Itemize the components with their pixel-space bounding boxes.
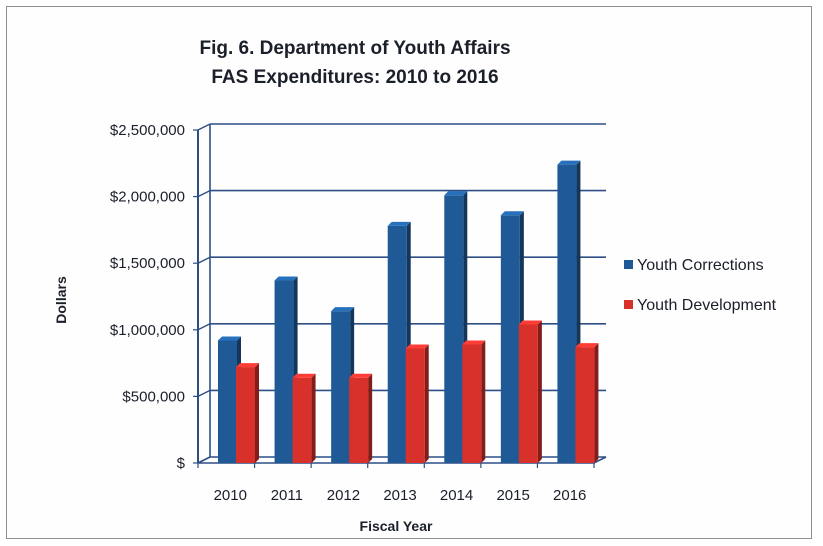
y-tick-label: $2,000,000 — [110, 189, 185, 206]
y-axis-label: Dollars — [53, 276, 69, 324]
chart-subtitle: FAS Expenditures: 2010 to 2016 — [211, 67, 499, 88]
y-tick-label: $500,000 — [122, 388, 185, 405]
y-tick-label: $1,500,000 — [110, 255, 185, 272]
legend-label: Youth Corrections — [637, 257, 764, 274]
bar-top — [349, 373, 373, 378]
bar-youth-development-2013 — [405, 344, 429, 463]
bar-front — [462, 344, 482, 463]
x-tick-label: 2014 — [440, 487, 473, 504]
chart-title-block: Fig. 6. Department of Youth Affairs FAS … — [120, 34, 590, 92]
bar-top — [462, 340, 486, 345]
gridline-side — [197, 189, 211, 198]
x-tick-labels: 2010 2011 2012 2013 2014 2015 2016 — [214, 487, 587, 504]
x-tick-label: 2016 — [553, 487, 586, 504]
bar-front — [405, 348, 425, 463]
bar-top — [236, 363, 259, 368]
bar-front — [500, 215, 520, 463]
bar-youth-development-2011 — [292, 373, 316, 463]
bar-front — [331, 311, 351, 463]
bar-side — [424, 344, 429, 463]
x-tick-label: 2015 — [496, 487, 529, 504]
bar-side — [368, 373, 373, 463]
bar-front — [292, 377, 312, 463]
y-tick-labels: $ $500,000 $1,000,000 $1,500,000 $2,000,000 $… — [110, 122, 186, 472]
legend-swatch — [624, 260, 633, 269]
bar-top — [444, 191, 468, 196]
bar-top — [274, 276, 298, 281]
x-tick-label: 2012 — [327, 487, 360, 504]
bars — [218, 160, 599, 463]
y-tick-label: $2,500,000 — [110, 122, 185, 139]
bar-top — [331, 307, 355, 312]
bar-front — [218, 340, 237, 463]
x-axis-label: Fiscal Year — [360, 518, 433, 534]
bar-top — [518, 320, 542, 325]
bar-top — [557, 160, 581, 165]
gridline-side — [197, 323, 211, 331]
bar-top — [292, 373, 316, 378]
legend-swatch — [624, 300, 633, 309]
bar-side — [255, 363, 259, 463]
x-tick-label: 2013 — [383, 487, 416, 504]
bar-front — [387, 225, 407, 463]
gridline-side — [197, 123, 211, 131]
bar-youth-development-2015 — [518, 320, 542, 463]
bar-side — [481, 340, 486, 463]
bar-front — [349, 377, 369, 463]
legend: Youth Corrections Youth Development — [624, 257, 777, 314]
bar-top — [387, 221, 411, 226]
bar-youth-development-2012 — [349, 373, 373, 463]
bar-side — [594, 343, 599, 463]
bar-top — [575, 343, 599, 348]
bar-side — [311, 373, 316, 463]
x-tick-label: 2011 — [271, 487, 303, 504]
x-tick-label: 2010 — [214, 487, 247, 504]
legend-label: Youth Development — [637, 297, 777, 314]
y-tick-label: $1,000,000 — [110, 322, 185, 339]
bar-side — [537, 320, 542, 463]
bar-top — [500, 211, 524, 216]
gridline-side — [197, 256, 211, 264]
gridline-side — [197, 389, 211, 398]
bar-front — [444, 195, 464, 463]
bar-youth-development-2016 — [575, 343, 599, 463]
y-tick-label: $ — [177, 455, 186, 472]
bar-top — [218, 336, 241, 341]
bar-youth-development-2014 — [462, 340, 486, 463]
bar-front — [557, 164, 577, 463]
bar-front — [236, 367, 255, 463]
bar-front — [575, 347, 595, 463]
bar-front — [518, 324, 538, 463]
bar-youth-development-2010 — [236, 363, 259, 463]
bar-front — [274, 280, 294, 463]
chart-title: Fig. 6. Department of Youth Affairs — [199, 38, 511, 59]
bar-top — [405, 344, 429, 349]
